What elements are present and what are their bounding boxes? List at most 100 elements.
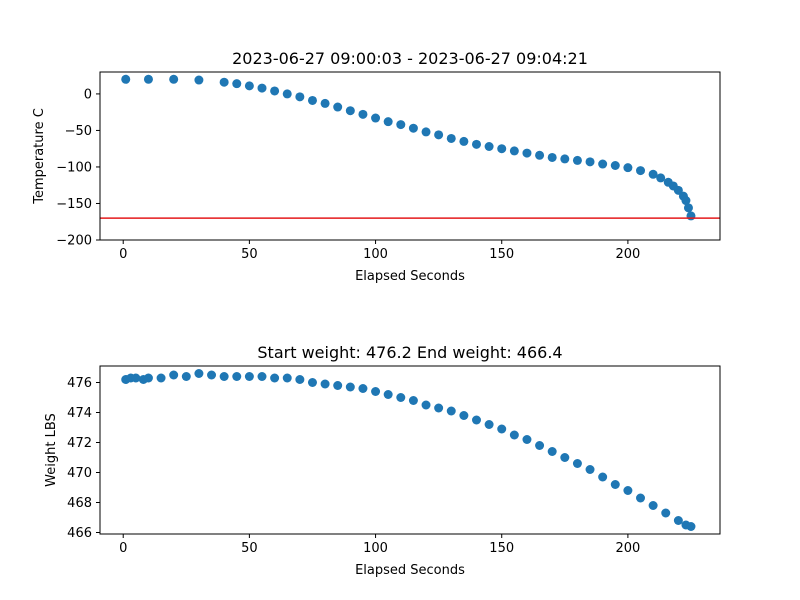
temperature-data-point (673, 185, 683, 195)
weight-data-point (232, 372, 242, 381)
weight-data-point (257, 372, 267, 381)
temperature-data-point (121, 74, 131, 84)
weight-data-point (244, 372, 254, 381)
temperature-data-point (244, 81, 254, 91)
weight-data-point (648, 501, 658, 510)
temperature-data-point (257, 83, 267, 93)
weight-y-tick-label: 468 (67, 496, 92, 511)
temperature-data-point (522, 148, 532, 158)
temperature-x-tick-label: 150 (489, 247, 514, 262)
weight-data-point (547, 447, 557, 456)
temperature-data-point (232, 79, 242, 89)
weight-data-point (320, 379, 330, 389)
temperature-y-tick-label: −100 (56, 160, 92, 175)
temperature-data-point (686, 211, 696, 221)
weight-y-tick-label: 466 (67, 526, 92, 541)
temperature-x-tick-label: 100 (363, 247, 388, 262)
weight-tick-layer: 0 50 100 150 200 466 468 470 472 474 476 (67, 376, 640, 556)
temperature-data-point (598, 159, 608, 169)
temperature-data-point (509, 146, 519, 156)
temperature-x-axis-label: Elapsed Seconds (355, 269, 465, 284)
temperature-x-tick-label: 50 (241, 247, 258, 262)
temperature-data-point (683, 203, 693, 213)
temperature-data-point (143, 74, 153, 84)
temperature-data-point (408, 123, 418, 133)
weight-data-point (270, 373, 280, 383)
temperature-axes-frame (99, 71, 721, 241)
weight-data-point (156, 373, 166, 383)
temperature-data-point (572, 155, 582, 165)
temperature-data-point (358, 109, 368, 119)
temperature-data-point (547, 152, 557, 162)
temperature-data-point (484, 142, 494, 152)
temperature-data-point (681, 196, 691, 206)
weight-y-tick-label: 476 (67, 376, 92, 391)
temperature-data-point (656, 173, 666, 183)
temperature-data-point (219, 77, 229, 87)
temperature-data-point (295, 92, 305, 102)
weight-data-point (459, 411, 469, 420)
weight-y-axis-label: Weight LBS (44, 413, 59, 487)
weight-x-tick-label: 200 (615, 541, 640, 556)
weight-data-point (446, 406, 456, 416)
temperature-y-tick-label: 0 (84, 87, 92, 102)
temperature-data-point (535, 150, 545, 160)
weight-data-point (333, 381, 343, 390)
weight-data-point (509, 430, 519, 440)
temperature-data-point (383, 117, 393, 127)
temperature-data-point (282, 89, 292, 99)
temperature-data-point (169, 74, 179, 84)
temperature-data-point (446, 133, 456, 143)
temperature-x-tick-label: 200 (615, 247, 640, 262)
weight-data-point (383, 390, 393, 399)
weight-data-point (572, 459, 582, 468)
weight-data-point (497, 424, 507, 434)
weight-x-axis-label: Elapsed Seconds (355, 563, 465, 578)
weight-data-point (661, 508, 671, 518)
weight-data-point (585, 465, 595, 474)
temperature-data-point (497, 144, 507, 154)
weight-data-point (421, 400, 431, 410)
weight-data-point (484, 420, 494, 429)
temperature-data-point (434, 130, 444, 140)
weight-data-point (522, 435, 532, 444)
weight-data-point (560, 453, 570, 462)
weight-plot-layer (121, 369, 696, 531)
weight-data-point (535, 441, 545, 450)
temperature-data-point (333, 102, 343, 112)
temperature-data-point (623, 163, 633, 173)
temperature-data-point (270, 86, 280, 96)
temperature-data-point (636, 166, 646, 176)
temperature-data-point (610, 160, 620, 170)
weight-x-tick-label: 150 (489, 541, 514, 556)
weight-y-tick-label: 474 (67, 406, 92, 421)
weight-data-point (610, 480, 620, 489)
weight-data-point (471, 415, 481, 425)
temperature-data-point (371, 113, 381, 123)
weight-y-tick-label: 470 (67, 466, 92, 481)
temperature-data-point (585, 157, 595, 167)
weight-data-point (143, 373, 153, 383)
weight-data-point (181, 372, 191, 381)
temperature-plot-layer (100, 74, 720, 221)
weight-y-tick-label: 472 (67, 436, 92, 451)
weight-data-point (219, 372, 229, 381)
temperature-data-point (471, 139, 481, 149)
weight-data-point (282, 373, 292, 383)
temperature-data-point (459, 136, 469, 146)
weight-data-point (131, 373, 141, 383)
weight-x-tick-label: 100 (363, 541, 388, 556)
weight-data-point (207, 370, 217, 380)
temperature-y-axis-label: Temperature C (32, 108, 47, 205)
weight-data-point (194, 369, 204, 378)
weight-data-point (434, 403, 444, 413)
weight-data-point (169, 370, 179, 380)
weight-data-point (396, 393, 406, 402)
temperature-tick-layer: 0 50 100 150 200 0 −50 −100 −150 −200 (56, 87, 640, 262)
weight-chart-title: Start weight: 476.2 End weight: 466.4 (257, 343, 562, 362)
weight-data-point (345, 382, 355, 392)
temperature-data-point (648, 169, 658, 179)
weight-data-point (408, 396, 418, 405)
